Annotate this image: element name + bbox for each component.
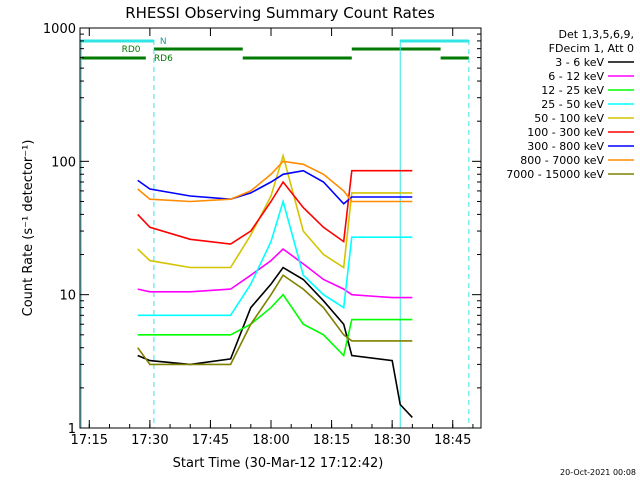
legend-label-0: 3 - 6 keV (555, 56, 604, 69)
series-line-4 (137, 152, 413, 269)
legend-label-3: 25 - 50 keV (541, 98, 604, 111)
timestamp: 20-Oct-2021 00:08 (560, 468, 636, 477)
legend-header-0: Det 1,3,5,6,9, (558, 28, 634, 41)
legend-label-5: 100 - 300 keV (527, 126, 604, 139)
y-axis: 1 10 100 1000 (43, 22, 481, 437)
x-tick-label-4: 18:15 (313, 433, 350, 448)
legend-label-2: 12 - 25 keV (541, 84, 604, 97)
legend: Det 1,3,5,6,9,FDecim 1, Att 03 - 6 keV6 … (506, 28, 634, 181)
event-lines (80, 40, 470, 428)
plot-frame (79, 27, 482, 429)
legend-label-4: 50 - 100 keV (534, 112, 604, 125)
flag-label-rd0: RD0 (122, 45, 141, 55)
x-tick-label-0: 17:15 (71, 433, 108, 448)
y-axis-label: Count Rate (s⁻¹ detector⁻¹) (21, 140, 36, 317)
flag-bars: N RD0 RD6 (80, 37, 469, 64)
series-line-5 (137, 169, 413, 245)
y-tick-label-0: 1 (68, 422, 76, 437)
x-tick-label-5: 18:30 (373, 433, 410, 448)
series-layer (137, 152, 413, 418)
legend-label-6: 300 - 800 keV (527, 140, 604, 153)
x-axis: 17:15 17:30 17:45 18:00 18:15 18:30 18:45 (71, 28, 474, 448)
x-tick-label-2: 17:45 (192, 433, 229, 448)
y-tick-label-3: 1000 (43, 22, 76, 37)
series-line-1 (137, 247, 413, 299)
legend-label-1: 6 - 12 keV (548, 70, 604, 83)
y-tick-label-1: 10 (59, 289, 76, 304)
x-tick-label-3: 18:00 (252, 433, 289, 448)
y-tick-label-2: 100 (51, 155, 76, 170)
x-tick-label-1: 17:30 (131, 433, 168, 448)
series-line-6 (137, 169, 413, 205)
series-line-2 (137, 293, 413, 358)
series-line-3 (137, 198, 413, 317)
series-line-0 (137, 266, 413, 418)
x-axis-label: Start Time (30-Mar-12 17:12:42) (173, 456, 384, 471)
flag-label-n: N (160, 37, 167, 47)
legend-header-1: FDecim 1, Att 0 (549, 42, 634, 55)
x-tick-label-6: 18:45 (434, 433, 471, 448)
series-line-7 (137, 160, 413, 203)
chart-title: RHESSI Observing Summary Count Rates (125, 4, 435, 22)
legend-label-7: 800 - 7000 keV (520, 154, 604, 167)
legend-label-8: 7000 - 15000 keV (506, 168, 604, 181)
flag-label-rd6: RD6 (154, 54, 173, 64)
series-line-8 (137, 274, 413, 366)
